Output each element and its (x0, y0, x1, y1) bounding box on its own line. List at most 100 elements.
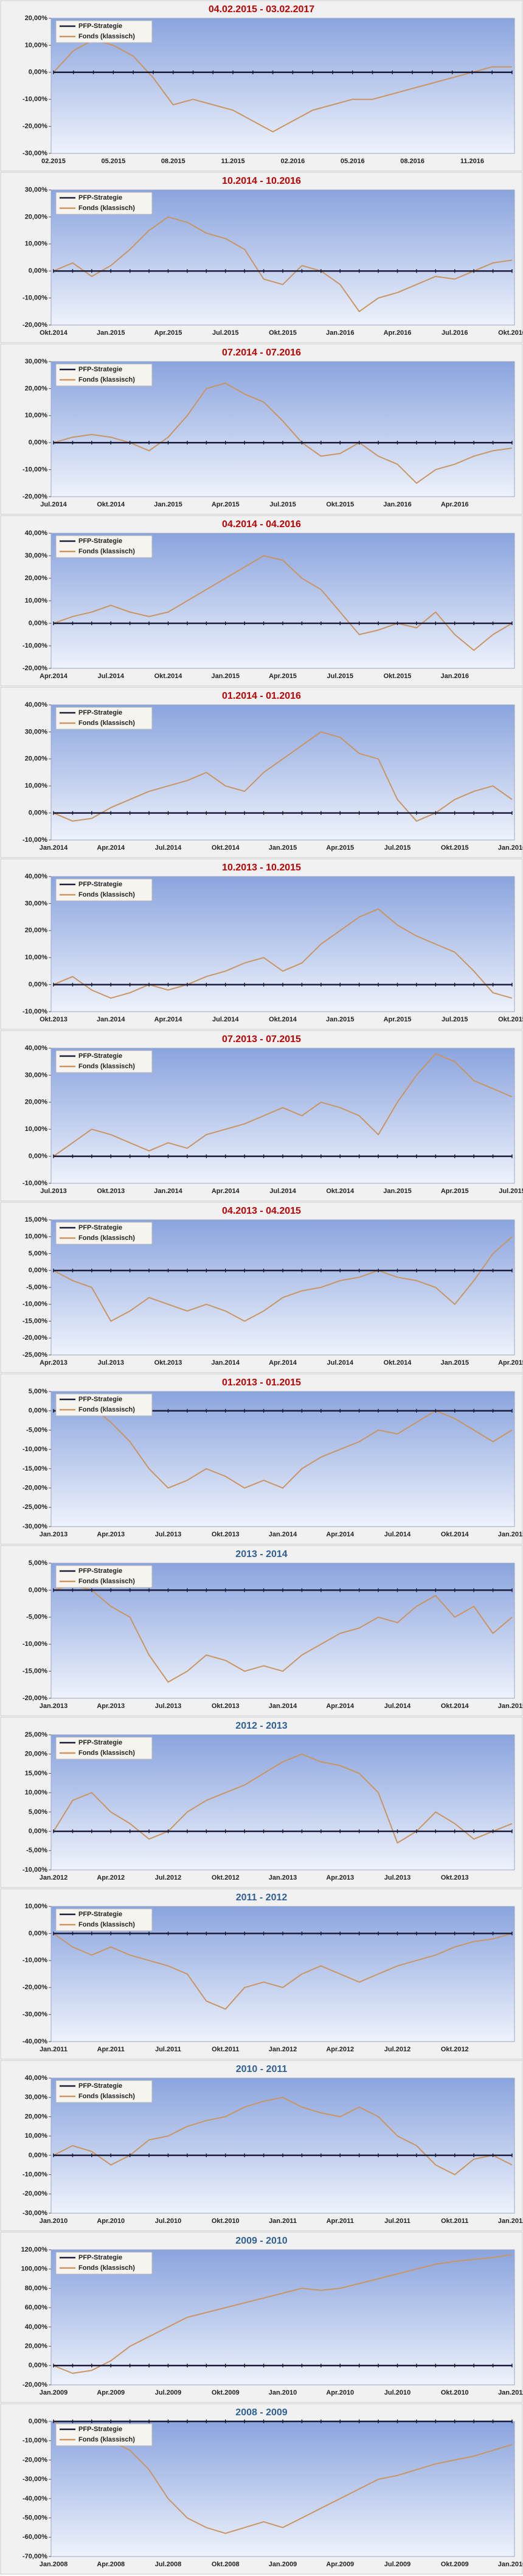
y-tick-label: 15,00% (25, 1216, 48, 1223)
y-tick-label: -30,00% (23, 2210, 47, 2217)
legend-box (55, 2080, 153, 2103)
y-tick-label: 10,00% (25, 597, 48, 604)
x-tick-label: Apr.2013 (97, 1531, 125, 1538)
y-tick-label: -20,00% (23, 2190, 47, 2197)
y-tick-label: 20,00% (25, 15, 48, 22)
x-tick-label: Okt.2014 (269, 1016, 297, 1023)
legend-box (55, 707, 153, 730)
x-tick-label: Jul.2014 (98, 673, 125, 680)
y-tick-label: 0,00% (29, 2362, 47, 2369)
chart-title: 04.2013 - 04.2015 (222, 1206, 301, 1216)
chart-title: 2008 - 2009 (235, 2407, 288, 2418)
series-line (53, 2421, 513, 2534)
x-tick-label: Jul.2011 (155, 2046, 181, 2053)
legend-label: Fonds (klassisch) (78, 2264, 135, 2272)
x-tick-label: Okt.2015 (441, 844, 469, 852)
x-tick-label: Apr.2013 (97, 1703, 125, 1710)
y-tick-label: -10,00% (23, 2437, 47, 2445)
y-tick-label: 0,00% (29, 2152, 47, 2159)
y-tick-label: 10,00% (25, 2132, 48, 2140)
y-tick-label: -10,00% (23, 836, 47, 844)
x-tick-label: Okt.2014 (441, 1703, 469, 1710)
y-tick-label: 10,00% (25, 1233, 48, 1241)
y-tick-label: 0,00% (29, 1930, 47, 1937)
y-tick-label: 20,00% (25, 213, 48, 220)
y-tick-label: -30,00% (23, 150, 47, 157)
y-tick-label: 10,00% (25, 1125, 48, 1133)
x-tick-label: Okt.2012 (212, 1874, 240, 1881)
x-tick-label: Apr.2015 (498, 1359, 523, 1367)
chart-title: 2012 - 2013 (235, 1721, 288, 1731)
x-tick-label: 02.2015 (41, 158, 66, 165)
x-tick-label: Jul.2015 (442, 1016, 468, 1023)
chart-title: 04.2014 - 04.2016 (222, 519, 301, 530)
legend-label: Fonds (klassisch) (78, 2093, 135, 2100)
series-line (53, 1052, 513, 1157)
x-tick-label: Apr.2015 (384, 1016, 412, 1023)
x-tick-label: Jul.2014 (40, 501, 67, 508)
x-tick-label: Apr.2015 (154, 329, 182, 337)
x-tick-label: Jan.2015 (498, 1531, 523, 1538)
x-tick-label: Jan.2014 (212, 1359, 240, 1367)
x-tick-label: Apr.2014 (326, 1531, 355, 1538)
y-tick-label: 40,00% (25, 2074, 48, 2082)
x-tick-label: Jan.2012 (40, 1874, 68, 1881)
x-tick-label: Apr.2014 (40, 673, 68, 680)
x-tick-label: Jan.2011 (498, 2389, 523, 2396)
y-tick-label: -25,00% (23, 1503, 47, 1511)
x-tick-label: Okt.2013 (97, 1188, 125, 1195)
x-tick-label: Jan.2011 (269, 2217, 297, 2225)
legend-box (55, 363, 153, 387)
x-tick-label: Jan.2013 (40, 1703, 68, 1710)
x-tick-label: Jul.2009 (155, 2389, 181, 2396)
y-tick-label: 20,00% (25, 755, 48, 763)
x-tick-label: Jul.2014 (327, 1359, 354, 1367)
x-tick-label: Jul.2010 (384, 2389, 410, 2396)
x-tick-label: Apr.2014 (97, 844, 125, 852)
legend-label: PFP-Strategie (78, 23, 122, 30)
y-tick-label: 10,00% (25, 240, 48, 248)
y-tick-label: 5,00% (29, 1559, 47, 1567)
x-tick-label: Jan.2016 (441, 673, 469, 680)
legend-label: Fonds (klassisch) (78, 1749, 135, 1757)
y-tick-label: 40,00% (25, 1045, 48, 1052)
x-tick-label: Okt.2013 (154, 1359, 182, 1367)
x-tick-label: Okt.2013 (441, 1874, 469, 1881)
y-tick-label: -20,00% (23, 493, 47, 500)
x-tick-label: Okt.2014 (40, 329, 68, 337)
legend-box (55, 1050, 153, 1073)
y-tick-label: 5,00% (29, 1808, 47, 1816)
x-tick-label: Apr.2015 (441, 1188, 469, 1195)
x-tick-label: Apr.2013 (40, 1359, 68, 1367)
y-tick-label: -10,00% (23, 1008, 47, 1015)
y-tick-label: -10,00% (23, 466, 47, 474)
chart-title: 07.2014 - 07.2016 (222, 348, 301, 358)
x-tick-label: Jan.2013 (269, 1874, 297, 1881)
x-tick-label: Okt.2015 (326, 501, 354, 508)
y-tick-label: -40,00% (23, 2038, 47, 2045)
legend-box (55, 1222, 153, 1245)
y-tick-label: 0,00% (29, 981, 47, 989)
y-tick-label: -10,00% (23, 1301, 47, 1308)
y-tick-label: -15,00% (23, 1465, 47, 1472)
x-tick-label: Jan.2008 (40, 2561, 68, 2568)
y-tick-label: 30,00% (25, 728, 48, 735)
y-tick-label: 0,00% (29, 267, 47, 275)
x-tick-label: Okt.2016 (498, 329, 523, 337)
series-line (53, 1236, 513, 1322)
chart-title: 2013 - 2014 (235, 1549, 288, 1559)
y-tick-label: 40,00% (25, 873, 48, 880)
legend-label: Fonds (klassisch) (78, 548, 135, 555)
legend-box (55, 535, 153, 558)
x-tick-label: Apr.2012 (326, 2046, 354, 2053)
x-tick-label: Okt.2010 (441, 2389, 469, 2396)
x-tick-label: Jan.2015 (326, 1016, 354, 1023)
x-tick-label: Apr.2010 (326, 2389, 354, 2396)
x-tick-label: Okt.2013 (212, 1703, 240, 1710)
legend-label: PFP-Strategie (78, 366, 122, 373)
y-tick-label: 0,00% (29, 620, 47, 627)
y-tick-label: -10,00% (23, 1957, 47, 1964)
x-tick-label: Jan.2012 (498, 2217, 523, 2225)
y-tick-label: -10,00% (23, 1640, 47, 1648)
legend-label: PFP-Strategie (78, 2426, 122, 2433)
